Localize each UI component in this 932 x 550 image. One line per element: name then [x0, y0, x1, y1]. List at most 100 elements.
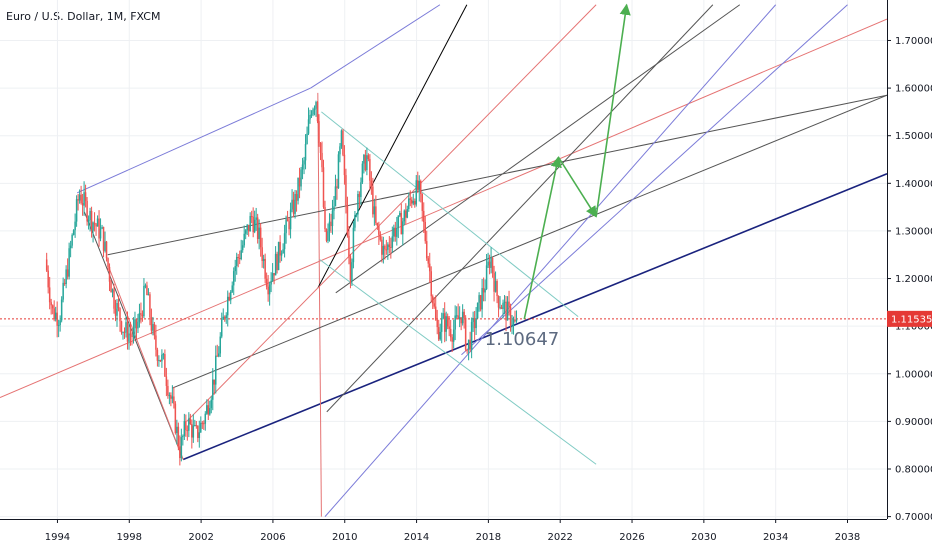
- candle: [490, 247, 492, 274]
- candle-body: [225, 315, 227, 318]
- candle-body: [174, 403, 177, 434]
- candle: [303, 156, 305, 175]
- candle-body: [470, 321, 473, 350]
- candle-body: [102, 226, 105, 251]
- candle-body: [479, 295, 482, 310]
- candle-body: [134, 319, 136, 329]
- candle-body: [425, 241, 428, 259]
- candle-body: [340, 130, 343, 147]
- candle-body: [218, 353, 220, 357]
- candle: [315, 100, 317, 117]
- candle: [155, 324, 157, 357]
- candle-body: [162, 354, 165, 356]
- candle: [514, 310, 516, 323]
- candle-body: [146, 285, 148, 296]
- candle: [358, 191, 361, 209]
- candle: [68, 242, 70, 280]
- candle: [209, 400, 211, 416]
- candle-body: [384, 245, 386, 250]
- candle: [399, 210, 401, 218]
- candle-body: [87, 220, 90, 222]
- candle-body: [288, 221, 290, 230]
- candle-body: [496, 281, 498, 297]
- candle-body: [387, 244, 389, 250]
- candle-body: [409, 198, 412, 200]
- candle: [470, 317, 473, 359]
- candle-body: [72, 230, 75, 235]
- candle: [318, 114, 320, 147]
- candle-body: [126, 322, 129, 342]
- candle: [86, 196, 88, 226]
- candle: [129, 321, 132, 346]
- candle-body: [252, 216, 254, 233]
- candle-body: [355, 214, 358, 216]
- candle-body: [367, 155, 370, 160]
- candle-body: [494, 281, 497, 292]
- candle-body: [286, 219, 289, 222]
- candle: [144, 283, 147, 289]
- candle: [436, 309, 438, 335]
- candle-body: [273, 273, 275, 276]
- candle-body: [331, 210, 334, 227]
- candle: [243, 225, 245, 248]
- candle: [200, 416, 202, 433]
- candle-body: [373, 206, 376, 215]
- candle-body: [445, 316, 447, 332]
- candle: [482, 277, 485, 302]
- candle-body: [207, 405, 210, 415]
- candle-body: [512, 319, 515, 326]
- candle: [491, 256, 494, 278]
- candle-body: [53, 308, 55, 320]
- candle-body: [312, 109, 314, 115]
- candle: [355, 213, 358, 218]
- candle: [247, 224, 250, 237]
- candle-body: [131, 335, 133, 338]
- candle-body: [62, 282, 64, 300]
- candle-body: [297, 177, 299, 201]
- candle: [412, 193, 415, 206]
- candle: [95, 223, 97, 236]
- candle-body: [292, 199, 295, 214]
- current-price-badge-bg: [887, 310, 932, 327]
- candle-body: [228, 296, 230, 301]
- candle-body: [132, 328, 135, 338]
- candle: [445, 311, 447, 342]
- candle: [337, 151, 340, 189]
- candle-body: [186, 430, 189, 432]
- candle: [469, 331, 471, 353]
- candle: [171, 385, 174, 404]
- candle-body: [442, 313, 444, 319]
- candle: [216, 344, 219, 357]
- candle-body: [80, 194, 82, 204]
- candle-body: [327, 231, 329, 241]
- candle: [226, 290, 229, 327]
- candle: [80, 185, 82, 205]
- candle: [183, 413, 186, 440]
- candle-body: [129, 333, 132, 336]
- candle: [328, 213, 331, 242]
- candle-body: [68, 248, 70, 277]
- candle-body: [321, 152, 323, 168]
- candle-body: [357, 193, 359, 215]
- candle-body: [428, 263, 431, 272]
- candle: [322, 159, 325, 209]
- candle: [192, 414, 195, 443]
- candle: [173, 386, 175, 409]
- candle: [215, 345, 217, 394]
- candle-body: [192, 425, 195, 438]
- candle-body: [59, 320, 61, 326]
- candle: [463, 308, 465, 329]
- candle: [228, 292, 230, 302]
- candle-body: [204, 413, 207, 424]
- drawing-lines: [0, 4, 887, 517]
- candle-body: [105, 241, 108, 259]
- candle: [128, 322, 130, 350]
- candle: [291, 189, 293, 213]
- candle-body: [313, 108, 316, 110]
- candle-body: [388, 244, 391, 247]
- candle: [261, 237, 263, 268]
- candle: [119, 307, 121, 332]
- candle-body: [427, 258, 429, 264]
- candle: [397, 215, 400, 239]
